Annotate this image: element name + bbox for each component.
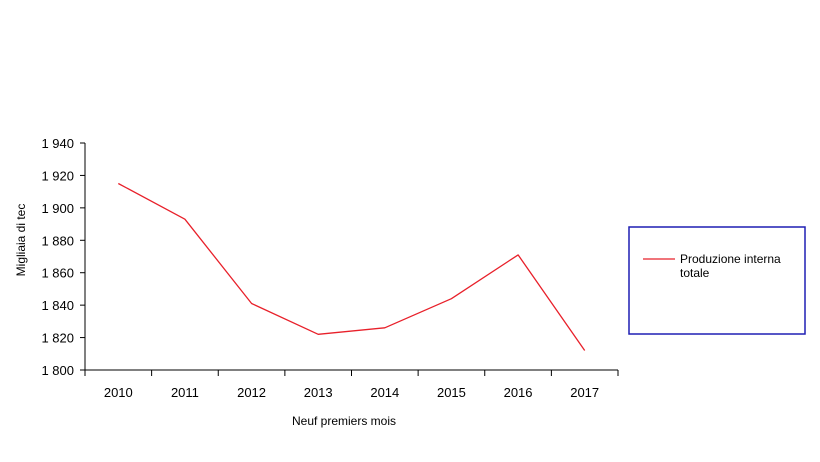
- y-tick-label: 1 840: [41, 298, 74, 313]
- y-axis-title: Migliaia di tec: [14, 204, 28, 277]
- x-tick-label: 2012: [237, 385, 266, 400]
- x-tick-label: 2016: [504, 385, 533, 400]
- y-tick-label: 1 880: [41, 233, 74, 248]
- x-axis: 2010 2011 2012 2013 2014 2015 2016 2017: [84, 369, 619, 400]
- y-tick-label: 1 800: [41, 363, 74, 378]
- x-axis-title: Neuf premiers mois: [292, 414, 396, 428]
- x-tick-label: 2015: [437, 385, 466, 400]
- y-tick-label: 1 820: [41, 331, 74, 346]
- legend-box: [628, 226, 806, 335]
- x-tick-label: 2013: [304, 385, 333, 400]
- legend-label-line-1: Produzione interna: [680, 252, 781, 266]
- y-tick-label: 1 900: [41, 201, 74, 216]
- y-tick-label: 1 860: [41, 266, 74, 281]
- legend: Produzione interna totale: [628, 226, 806, 335]
- y-axis: 1 800 1 820 1 840 1 860 1 880 1 900 1 920 1 940: [41, 136, 86, 378]
- x-tick-label: 2010: [104, 385, 133, 400]
- legend-label-line-2: totale: [680, 266, 710, 280]
- series-line: [117, 182, 586, 351]
- x-tick-label: 2017: [570, 385, 599, 400]
- x-tick-label: 2014: [370, 385, 399, 400]
- x-tick-label: 2011: [171, 385, 199, 400]
- series-layer: [117, 182, 586, 351]
- y-tick-label: 1 920: [41, 168, 74, 183]
- y-tick-label: 1 940: [41, 136, 74, 151]
